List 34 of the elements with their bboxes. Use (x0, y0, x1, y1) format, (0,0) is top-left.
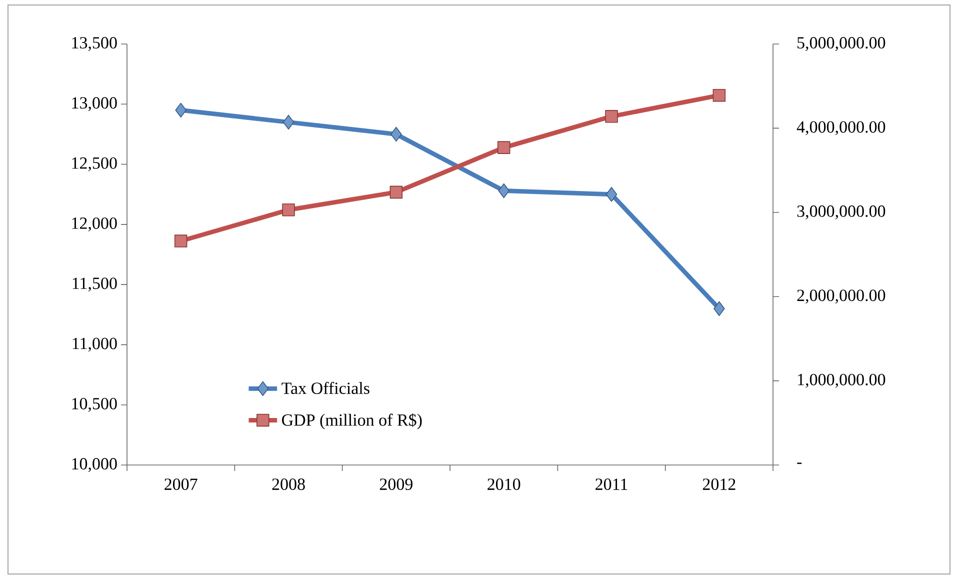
x-tick-label: 2012 (702, 478, 736, 490)
legend-label: Tax Officials (282, 382, 370, 394)
y-tick-label: 12,500 (72, 157, 117, 172)
point (175, 102, 186, 118)
x-tick-label: 2007 (164, 478, 198, 490)
point (282, 203, 295, 216)
point (714, 301, 725, 316)
point (606, 186, 618, 202)
y-tick-label: 10,000 (72, 458, 117, 472)
y2-tick-label: 5,000,000.00 (798, 37, 886, 51)
y2-tick-label: 4,000,000.00 (796, 121, 886, 136)
y-tick-label: 11,500 (72, 278, 117, 292)
y-tick-label: 11,000 (72, 338, 117, 352)
point (712, 88, 726, 102)
x-tick-label: 2010 (488, 478, 520, 490)
y-tick-label: 10,500 (72, 398, 117, 412)
legend-label: GDP (million of R$) (282, 413, 422, 430)
y2-tick-label: 2,000,000.00 (797, 290, 886, 304)
y-tick-label: 13,000 (72, 97, 117, 112)
point (605, 110, 618, 123)
y2-tick-label: - (797, 462, 802, 464)
point (390, 126, 402, 142)
x-tick-label: 2008 (272, 478, 305, 490)
y-tick-label: 12,000 (72, 217, 117, 232)
y2-tick-label: 3,000,000.00 (797, 205, 886, 220)
y-tick-label: 13,500 (72, 37, 117, 51)
point (390, 186, 403, 199)
x-tick-label: 2011 (596, 478, 628, 490)
point (497, 141, 510, 154)
x-tick-label: 2009 (380, 478, 412, 490)
point (498, 183, 510, 198)
point (282, 114, 294, 130)
y2-tick-label: 1,000,000.00 (798, 374, 886, 388)
point (174, 234, 188, 248)
